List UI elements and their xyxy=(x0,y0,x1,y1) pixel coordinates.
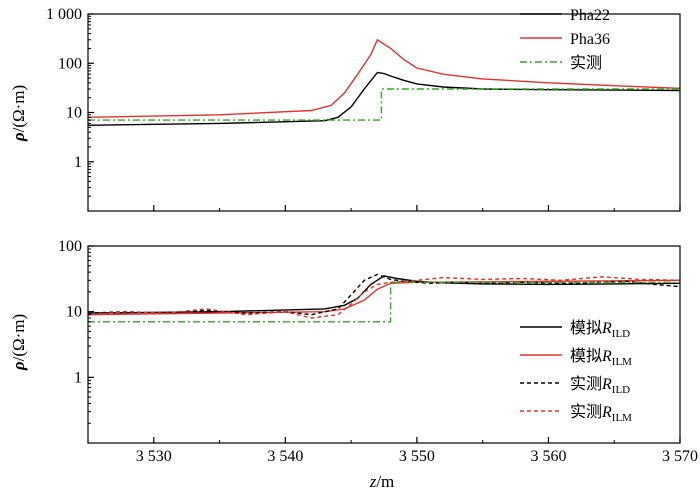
x-tick-label: 3 570 xyxy=(662,448,698,465)
series-line-0-1 xyxy=(88,38,680,118)
series-line-1-4 xyxy=(88,281,680,323)
series-line-0-2 xyxy=(88,88,680,121)
legend-label: 模拟RILM xyxy=(570,347,632,368)
plot-frame xyxy=(87,245,681,444)
legend-label: 实测RILD xyxy=(570,375,630,396)
top-panel: 1 10 100 1 000 ρ/(Ω·m) Pha22 Pha36 实测 xyxy=(9,6,681,212)
y-tick-label: 100 xyxy=(58,55,82,72)
legend-label: 实测RILM xyxy=(570,403,632,424)
x-tick-label: 3 530 xyxy=(136,448,172,465)
y-tick-label: 100 xyxy=(58,238,82,255)
y-axis-label: ρ/(Ω·m) xyxy=(9,85,28,142)
legend-label: 实测 xyxy=(570,54,602,72)
series-line-0-0 xyxy=(88,71,680,126)
legend-label: Pha36 xyxy=(570,31,610,48)
y-tick-label: 1 xyxy=(74,154,82,171)
series-line-1-2 xyxy=(88,273,680,316)
y-tick-label: 1 000 xyxy=(46,6,82,23)
x-tick-label: 3 540 xyxy=(267,448,303,465)
series-line-1-1 xyxy=(88,279,680,316)
x-axis-label: z/m xyxy=(369,472,395,491)
legend-label: 模拟RILD xyxy=(570,319,630,340)
bottom-panel: 1 10 100 3 530 3 540 3 550 3 560 3 570 ρ/(Ω·m) z/… xyxy=(9,238,698,491)
legend-label: Pha22 xyxy=(570,7,610,24)
y-axis-label: ρ/(Ω·m) xyxy=(9,314,28,371)
x-tick-label: 3 560 xyxy=(530,448,566,465)
y-tick-label: 10 xyxy=(66,105,82,122)
series-line-1-0 xyxy=(88,275,680,314)
y-tick-label: 10 xyxy=(66,304,82,321)
y-tick-label: 1 xyxy=(74,369,82,386)
x-tick-label: 3 550 xyxy=(399,448,435,465)
